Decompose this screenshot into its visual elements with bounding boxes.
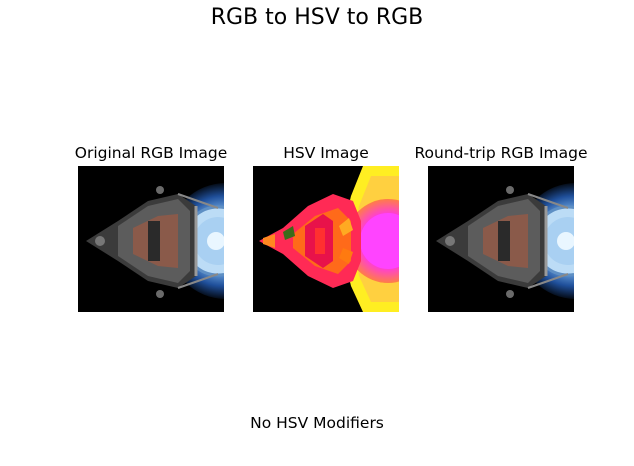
figure-caption: No HSV Modifiers [250,414,384,432]
hsv-image [253,166,399,312]
panel-title-original: Original RGB Image [74,144,228,162]
panel-title-hsv: HSV Image [283,144,369,162]
figure-title: RGB to HSV to RGB [210,5,424,30]
roundtrip-rgb-image [428,166,574,312]
panel-title-roundtrip: Round-trip RGB Image [414,144,588,162]
original-rgb-image [78,166,224,312]
